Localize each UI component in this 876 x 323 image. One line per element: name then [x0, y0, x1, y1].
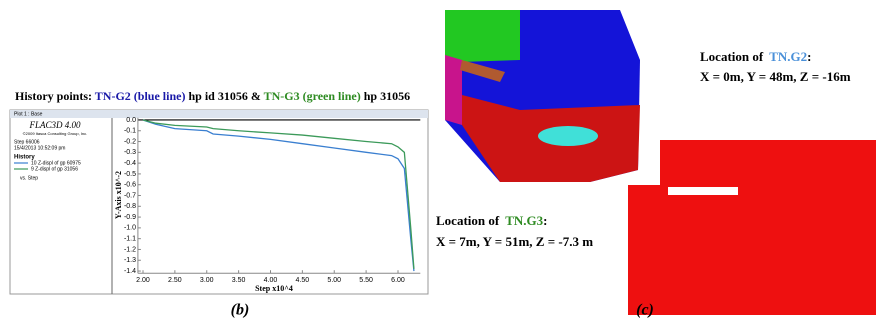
section-opening: [668, 187, 738, 195]
model-top-layer: [445, 10, 520, 62]
caption: (b): [231, 302, 250, 319]
legend-label: 9 Z-displ of gp 31056: [31, 166, 78, 172]
x-tick-label: 5.00: [327, 277, 341, 284]
location-prefix: Location of: [700, 49, 766, 64]
x-tick-label: 2.00: [136, 277, 150, 284]
y-tick-label: -1.2: [124, 246, 136, 253]
date-info: 15/4/2013 10:52:09 pm: [14, 145, 65, 151]
versus-label: vs. Step: [20, 175, 38, 181]
x-tick-label: 4.50: [296, 277, 310, 284]
x-tick-label: 3.50: [232, 277, 246, 284]
heading-part: hp 31056: [361, 89, 410, 103]
y-tick-label: -0.9: [124, 214, 136, 221]
caption: (c): [636, 302, 654, 319]
location-coords: X = 7m, Y = 51m, Z = -7.3 m: [436, 234, 593, 249]
y-tick-label: -1.4: [124, 268, 136, 275]
y-tick-label: -1.3: [124, 257, 136, 264]
heading-part: hp id 31056 &: [185, 89, 263, 103]
y-tick-label: -0.4: [124, 160, 136, 167]
model-cavity: [538, 126, 598, 146]
x-tick-label: 3.00: [200, 277, 214, 284]
location-suffix: :: [543, 213, 547, 228]
location-name: TN.G3: [505, 213, 543, 228]
figure: Plot 1 : Base FLAC3D 4.00 ©2009 Itasca C…: [0, 0, 876, 323]
y-tick-label: -0.3: [124, 149, 136, 156]
location-suffix: :: [807, 49, 811, 64]
copyright: ©2009 Itasca Consulting Group, Inc.: [23, 131, 88, 136]
x-tick-label: 5.50: [359, 277, 373, 284]
heading: History points: TN-G2 (blue line) hp id …: [15, 89, 410, 103]
y-tick-label: -0.5: [124, 171, 136, 178]
location-prefix: Location of: [436, 213, 502, 228]
x-tick-label: 6.00: [391, 277, 405, 284]
x-tick-label: 4.00: [264, 277, 278, 284]
y-tick-label: 0.0: [126, 117, 136, 124]
section-block: [628, 140, 876, 315]
heading-part: TN-G2 (blue line): [95, 89, 186, 103]
y-tick-label: -0.8: [124, 203, 136, 210]
location-name: TN.G2: [769, 49, 807, 64]
window-title: Plot 1 : Base: [14, 111, 43, 117]
page: Plot 1 : Base FLAC3D 4.00 ©2009 Itasca C…: [0, 0, 876, 323]
y-tick-label: -0.6: [124, 182, 136, 189]
y-tick-label: -0.2: [124, 138, 136, 145]
heading-part: History points:: [15, 89, 95, 103]
x-axis-title: Step x10^4: [255, 284, 293, 293]
y-tick-label: -0.1: [124, 128, 136, 135]
y-axis-title: Y-Axis x10^-2: [114, 171, 123, 219]
location-title: Location of TN.G3:: [436, 213, 547, 228]
y-tick-label: -1.1: [124, 236, 136, 243]
model-side-layer: [445, 55, 462, 125]
location-title: Location of TN.G2:: [700, 49, 811, 64]
heading-part: TN-G3 (green line): [264, 89, 361, 103]
y-tick-label: -0.7: [124, 192, 136, 199]
plot-area: [138, 118, 422, 274]
x-tick-label: 2.50: [168, 277, 182, 284]
product-name: FLAC3D 4.00: [28, 120, 81, 130]
y-tick-label: -1.0: [124, 225, 136, 232]
location-coords: X = 0m, Y = 48m, Z = -16m: [700, 69, 851, 84]
window-titlebar: [10, 110, 428, 118]
